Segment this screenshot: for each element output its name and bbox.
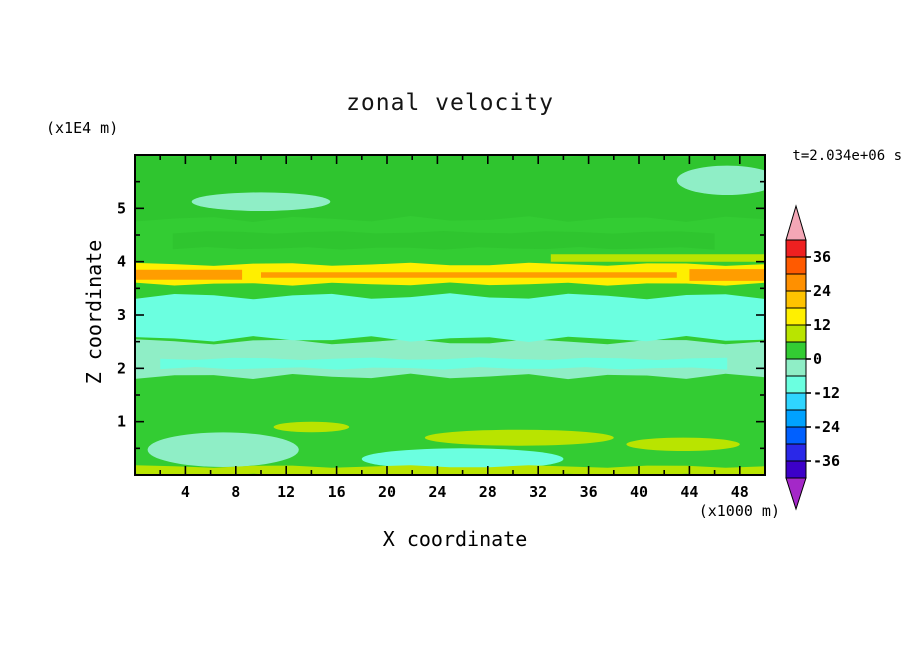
contour-region-pale-green-top-right-patch	[676, 165, 765, 195]
plot-title: zonal velocity	[346, 90, 554, 116]
z-tick-label: 5	[117, 199, 126, 217]
contour-region-mid-dark-green-streak	[172, 231, 715, 250]
colorbar-segment	[785, 375, 807, 394]
y-axis-title: Z coordinate	[82, 239, 106, 385]
x-axis-units: (x1000 m)	[698, 502, 780, 520]
colorbar-segment	[785, 358, 807, 377]
colorbar-segment	[785, 392, 807, 411]
contour-region-bottom-yellow-green-stripe	[135, 465, 765, 475]
contour-region-aqua-streak-inside-pale-band	[160, 357, 728, 370]
x-axis-title: X coordinate	[382, 527, 528, 551]
colorbar-segment	[785, 239, 807, 258]
x-tick-label: 40	[630, 483, 648, 501]
contour-region-yellow-green-patch-right	[626, 437, 740, 451]
colorbar-segment	[785, 426, 807, 445]
z-tick-label: 3	[117, 306, 126, 324]
colorbar-tick-label: -36	[813, 452, 840, 470]
colorbar-segment	[785, 443, 807, 462]
colorbar-arrow-up	[785, 204, 807, 241]
colorbar-segment	[785, 341, 807, 360]
contour-region-yellow-green-patch-mid	[424, 429, 614, 446]
colorbar-segment	[785, 290, 807, 309]
colorbar-segment	[785, 324, 807, 343]
x-tick-label: 4	[181, 483, 190, 501]
z-axis-units: (x1E4 m)	[46, 119, 119, 137]
contour-region-yellow-green-streak-upper-right	[550, 254, 765, 262]
colorbar-segment	[785, 409, 807, 428]
x-tick-label: 12	[277, 483, 295, 501]
contour-region-upper-dark-green-band	[135, 155, 765, 222]
z-tick-label: 1	[117, 413, 126, 431]
contour-region-yellow-green-patch-left	[273, 421, 350, 433]
z-tick-label: 2	[117, 359, 126, 377]
x-tick-label: 32	[529, 483, 547, 501]
colorbar-tick-label: 36	[813, 248, 831, 266]
colorbar-segment	[785, 256, 807, 275]
x-tick-label: 48	[731, 483, 749, 501]
contour-region-pale-green-bottom-left-patch	[147, 432, 299, 468]
colorbar-tick-label: -24	[813, 418, 840, 436]
contour-region-orange-core-right	[689, 269, 765, 281]
contour-region-aqua-bottom-middle-patch	[361, 448, 564, 470]
colorbar-tick-label: 0	[813, 350, 822, 368]
contour-region-aqua-band	[135, 293, 765, 342]
x-tick-label: 24	[428, 483, 446, 501]
colorbar-tick-label: 24	[813, 282, 831, 300]
x-tick-label: 16	[328, 483, 346, 501]
contour-region-pale-green-top-left-patch	[191, 192, 331, 211]
colorbar-arrow-down	[785, 477, 807, 511]
contour-region-orange-core-left	[135, 269, 243, 280]
colorbar-segment	[785, 273, 807, 292]
contour-regions	[135, 155, 765, 475]
x-tick-label: 20	[378, 483, 396, 501]
contour-region-orange-core-middle	[261, 272, 677, 278]
colorbar-segment	[785, 307, 807, 326]
colorbar-segment	[785, 460, 807, 479]
x-tick-label: 36	[580, 483, 598, 501]
time-label: t=2.034e+06 s	[792, 148, 902, 164]
x-tick-label: 8	[231, 483, 240, 501]
z-tick-label: 4	[117, 253, 126, 271]
x-tick-label: 44	[680, 483, 698, 501]
x-tick-label: 28	[479, 483, 497, 501]
colorbar-tick-label: 12	[813, 316, 831, 334]
colorbar-tick-label: -12	[813, 384, 840, 402]
